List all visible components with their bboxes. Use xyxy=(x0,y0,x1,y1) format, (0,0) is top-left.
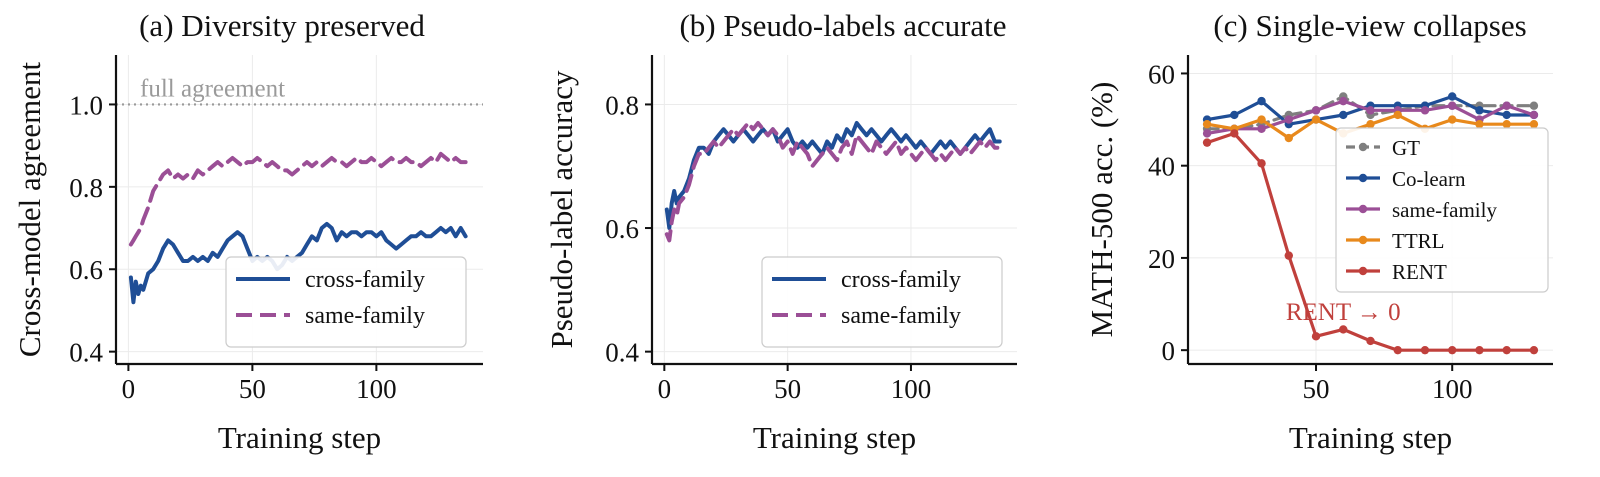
legend-marker-same-family xyxy=(1358,204,1368,214)
chart-pseudo-labels-accurate: 0 50 100 0.4 0.6 0.8 (b) Pseudo-labels accurat… xyxy=(544,8,1017,455)
y-tick-label: 0.4 xyxy=(605,338,639,368)
legend-label-same-family: same-family xyxy=(841,303,961,329)
data-point-rent xyxy=(1284,251,1293,260)
data-point-rent xyxy=(1448,345,1457,355)
y-tick-label: 0.4 xyxy=(69,338,103,368)
data-point-rent xyxy=(1420,345,1430,355)
legend-label-gt: GT xyxy=(1392,136,1420,160)
data-point-ttrl xyxy=(1202,119,1212,129)
legend-label-rent: RENT xyxy=(1392,260,1447,284)
legend-label-ttrl: TTRL xyxy=(1392,229,1445,253)
data-point-same-family xyxy=(1529,110,1539,120)
data-point-gt xyxy=(1529,101,1539,110)
legend-marker-co-learn xyxy=(1358,173,1368,183)
x-tick-label: 50 xyxy=(239,374,266,404)
x-tick-label: 50 xyxy=(1303,374,1330,404)
x-tick-label: 100 xyxy=(356,374,397,404)
chart-title: (b) Pseudo-labels accurate xyxy=(679,8,1006,43)
y-tick-label: 1.0 xyxy=(69,90,103,120)
x-axis-label: Training step xyxy=(218,420,381,455)
legend-marker-rent xyxy=(1358,266,1368,276)
y-axis-label: Cross-model agreement xyxy=(12,61,47,357)
data-point-same-family xyxy=(1420,106,1430,115)
data-point-same-family xyxy=(1284,115,1293,124)
chart-single-view-collapses: 50 100 0 20 40 60 (c) Single-view collapses Tra… xyxy=(1084,8,1553,455)
data-point-ttrl xyxy=(1366,119,1375,129)
data-point-ttrl xyxy=(1448,115,1457,124)
legend-label-cross-family: cross-family xyxy=(841,267,961,293)
data-point-same-family xyxy=(1366,106,1375,115)
data-point-ttrl xyxy=(1257,115,1266,124)
data-point-rent xyxy=(1393,345,1402,355)
y-tick-label: 60 xyxy=(1148,59,1175,89)
data-point-rent xyxy=(1230,129,1239,138)
data-point-ttrl xyxy=(1529,119,1539,129)
y-tick-label: 0.6 xyxy=(69,255,103,285)
reference-line-label: full agreement xyxy=(140,75,285,102)
y-tick-label: 0.6 xyxy=(605,214,639,244)
series-line-same-family xyxy=(664,121,1002,243)
data-point-same-family xyxy=(1448,101,1457,110)
data-point-rent xyxy=(1257,159,1266,168)
data-point-ttrl xyxy=(1475,119,1484,129)
legend: GT Co-learn same-family TTRL RENT xyxy=(1335,127,1549,293)
legend-label-same-family: same-family xyxy=(1392,198,1497,222)
y-axis-label: MATH-500 acc. (%) xyxy=(1084,82,1119,338)
legend-label-co-learn: Co-learn xyxy=(1392,167,1466,191)
legend: cross-family same-family xyxy=(761,256,1003,348)
legend: cross-family same-family xyxy=(225,256,467,348)
data-point-co-learn xyxy=(1502,110,1511,120)
data-point-same-family xyxy=(1502,101,1511,110)
y-tick-label: 40 xyxy=(1148,152,1175,182)
legend-label-cross-family: cross-family xyxy=(305,267,425,293)
data-point-rent xyxy=(1502,345,1511,355)
y-tick-label: 20 xyxy=(1148,244,1175,274)
legend-box xyxy=(1335,127,1549,293)
data-point-co-learn xyxy=(1448,92,1457,101)
data-point-same-family xyxy=(1202,129,1212,138)
data-point-same-family xyxy=(1339,96,1348,106)
series-line-cross-family xyxy=(664,121,1002,230)
data-point-co-learn xyxy=(1339,110,1348,120)
data-point-co-learn xyxy=(1257,96,1266,106)
legend-label-same-family: same-family xyxy=(305,303,425,329)
x-tick-label: 0 xyxy=(658,374,672,404)
chart-title: (a) Diversity preserved xyxy=(139,8,425,43)
data-point-rent xyxy=(1339,325,1348,334)
data-point-ttrl xyxy=(1502,119,1511,129)
x-axis-label: Training step xyxy=(753,420,916,455)
data-point-rent xyxy=(1202,138,1212,147)
data-point-rent xyxy=(1366,336,1375,346)
data-point-rent xyxy=(1529,345,1539,355)
x-tick-label: 50 xyxy=(774,374,801,404)
chart-diversity-preserved: full agreement 0 50 100 0.4 0.6 0.8 1.0 (a) Dive… xyxy=(12,8,483,455)
legend-marker-ttrl xyxy=(1358,235,1368,245)
data-point-same-family xyxy=(1311,106,1321,115)
data-point-rent xyxy=(1311,332,1321,341)
data-point-rent xyxy=(1475,345,1484,355)
x-tick-label: 100 xyxy=(1432,374,1473,404)
y-tick-label: 0 xyxy=(1162,336,1176,366)
y-tick-label: 0.8 xyxy=(69,173,103,203)
series-line-same-family xyxy=(128,151,468,247)
data-point-ttrl xyxy=(1284,133,1293,143)
x-tick-label: 100 xyxy=(891,374,932,404)
data-point-ttrl xyxy=(1311,115,1321,124)
y-tick-label: 0.8 xyxy=(605,90,639,120)
chart-title: (c) Single-view collapses xyxy=(1213,8,1526,43)
data-point-same-family xyxy=(1257,124,1266,133)
legend-marker-gt xyxy=(1358,142,1368,152)
data-point-co-learn xyxy=(1230,110,1239,120)
data-point-ttrl xyxy=(1393,110,1402,120)
x-axis-label: Training step xyxy=(1289,420,1452,455)
y-axis-label: Pseudo-label accuracy xyxy=(544,70,579,349)
data-point-co-learn xyxy=(1475,106,1484,115)
x-tick-label: 0 xyxy=(122,374,136,404)
annotation-label: RENT → 0 xyxy=(1286,299,1401,326)
